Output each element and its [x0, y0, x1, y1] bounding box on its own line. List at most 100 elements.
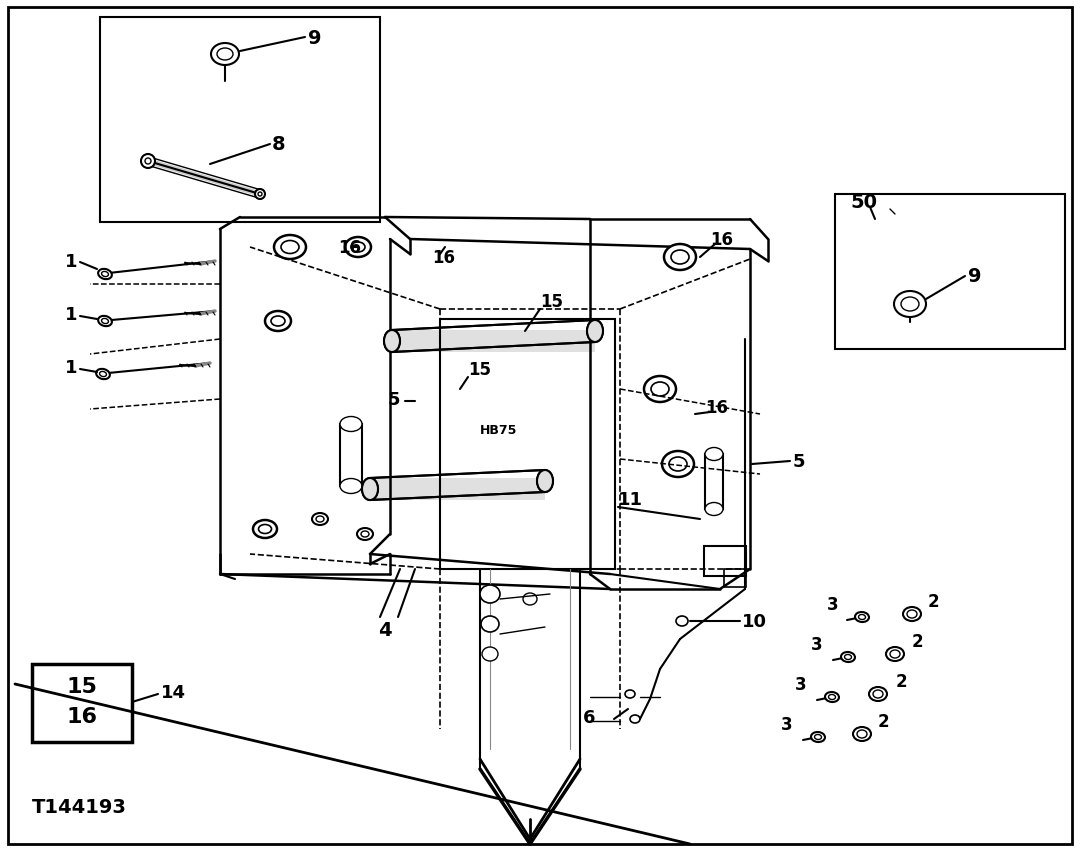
Ellipse shape — [841, 653, 855, 662]
Ellipse shape — [253, 521, 276, 538]
Text: 2: 2 — [896, 672, 907, 690]
Ellipse shape — [102, 319, 108, 325]
Ellipse shape — [588, 320, 603, 343]
Bar — [32, 665, 132, 742]
Ellipse shape — [481, 616, 499, 632]
Text: 5: 5 — [793, 452, 806, 470]
Bar — [370, 479, 545, 500]
Ellipse shape — [705, 448, 723, 461]
Text: 9: 9 — [968, 268, 982, 286]
Ellipse shape — [523, 593, 537, 605]
Text: HB75: HB75 — [480, 423, 517, 436]
Ellipse shape — [625, 690, 635, 698]
Ellipse shape — [480, 585, 500, 603]
Ellipse shape — [98, 269, 112, 279]
Text: 3: 3 — [810, 636, 822, 653]
Text: 14: 14 — [161, 683, 186, 701]
Ellipse shape — [384, 331, 400, 353]
Ellipse shape — [345, 238, 372, 257]
Ellipse shape — [825, 692, 839, 702]
Bar — [704, 546, 746, 576]
Ellipse shape — [102, 272, 108, 277]
Ellipse shape — [828, 694, 836, 699]
Bar — [100, 18, 380, 222]
Ellipse shape — [340, 417, 362, 432]
Ellipse shape — [274, 236, 306, 260]
Ellipse shape — [869, 688, 887, 701]
Ellipse shape — [99, 372, 107, 377]
Text: 16: 16 — [710, 231, 733, 249]
Text: 15: 15 — [540, 292, 563, 311]
Ellipse shape — [903, 607, 921, 621]
Ellipse shape — [362, 479, 378, 500]
Text: 1: 1 — [65, 253, 78, 271]
Ellipse shape — [537, 470, 553, 492]
Text: 8: 8 — [272, 135, 285, 154]
Ellipse shape — [258, 193, 262, 197]
Ellipse shape — [890, 650, 900, 659]
Ellipse shape — [211, 44, 239, 66]
Bar — [440, 320, 615, 569]
Ellipse shape — [814, 734, 822, 740]
Ellipse shape — [845, 654, 851, 659]
Bar — [835, 195, 1065, 349]
Bar — [392, 331, 595, 353]
Text: 10: 10 — [742, 613, 767, 630]
Ellipse shape — [651, 383, 669, 396]
Text: 16: 16 — [338, 239, 361, 256]
Text: 6: 6 — [582, 708, 595, 726]
Ellipse shape — [145, 158, 151, 164]
Ellipse shape — [482, 648, 498, 661]
Ellipse shape — [853, 727, 870, 741]
Text: 2: 2 — [912, 632, 923, 650]
Text: 5: 5 — [388, 390, 400, 408]
Ellipse shape — [671, 250, 689, 265]
Text: T144193: T144193 — [32, 797, 126, 816]
Ellipse shape — [859, 615, 865, 619]
Text: 3: 3 — [781, 715, 792, 733]
Bar — [724, 569, 746, 587]
Ellipse shape — [855, 613, 869, 622]
Ellipse shape — [361, 532, 369, 538]
Ellipse shape — [873, 690, 883, 698]
Ellipse shape — [907, 610, 917, 619]
Ellipse shape — [281, 241, 299, 254]
Ellipse shape — [664, 245, 696, 271]
Ellipse shape — [271, 317, 285, 326]
Ellipse shape — [886, 648, 904, 661]
Ellipse shape — [98, 316, 112, 327]
Ellipse shape — [96, 370, 110, 380]
Bar — [705, 454, 723, 509]
Ellipse shape — [362, 479, 378, 500]
Text: 50: 50 — [850, 193, 877, 211]
Ellipse shape — [312, 514, 328, 526]
Ellipse shape — [255, 190, 265, 199]
Text: 9: 9 — [308, 28, 322, 48]
Text: 1: 1 — [65, 306, 78, 324]
Text: 15: 15 — [468, 360, 491, 378]
Text: 2: 2 — [878, 712, 890, 730]
Text: 4: 4 — [378, 619, 392, 639]
Text: 3: 3 — [826, 596, 838, 613]
Text: 16: 16 — [67, 706, 97, 726]
Ellipse shape — [316, 516, 324, 522]
Text: 2: 2 — [928, 592, 940, 610]
Text: 3: 3 — [795, 675, 806, 694]
Text: 11: 11 — [618, 491, 643, 509]
Ellipse shape — [217, 49, 233, 61]
Ellipse shape — [141, 155, 156, 169]
Text: 15: 15 — [67, 676, 97, 696]
Bar — [340, 424, 362, 486]
Ellipse shape — [384, 331, 400, 353]
Ellipse shape — [340, 479, 362, 494]
Ellipse shape — [894, 291, 926, 318]
Ellipse shape — [588, 320, 603, 343]
Ellipse shape — [265, 312, 291, 331]
Ellipse shape — [811, 732, 825, 742]
Ellipse shape — [630, 715, 640, 723]
Ellipse shape — [662, 452, 694, 477]
Text: 16: 16 — [705, 399, 728, 417]
Text: 16: 16 — [432, 249, 455, 267]
Ellipse shape — [644, 377, 676, 402]
Ellipse shape — [258, 525, 271, 534]
